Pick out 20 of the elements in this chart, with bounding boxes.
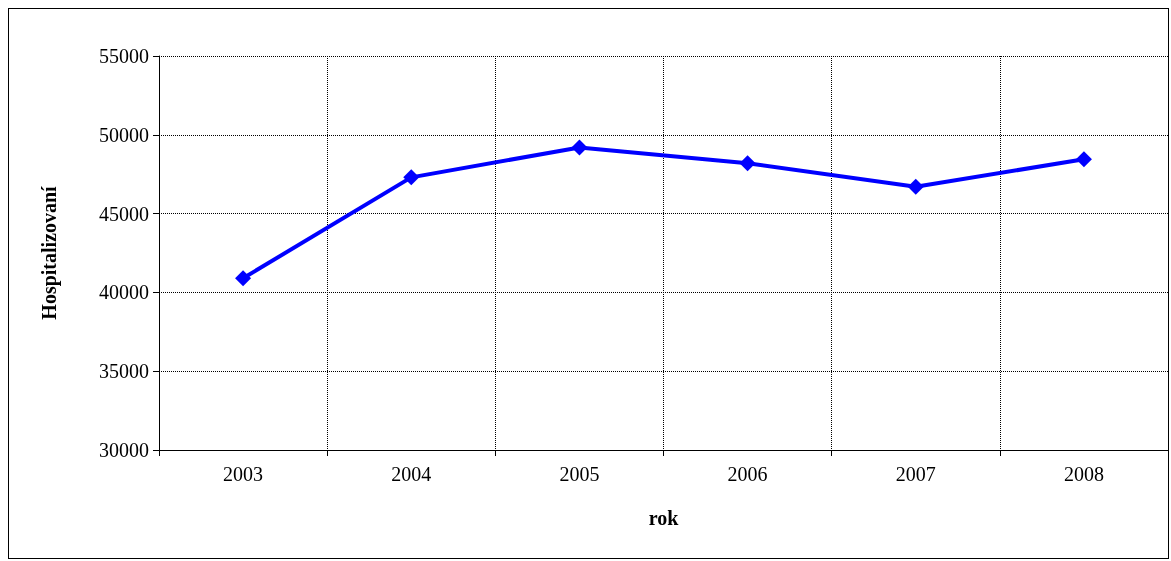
point — [739, 155, 756, 172]
point — [907, 178, 924, 195]
x-tick-label: 2005 — [559, 463, 600, 485]
y-tick-label: 35000 — [99, 360, 149, 383]
x-tick-label: 2006 — [727, 463, 768, 485]
x-tick-label: 2003 — [223, 463, 264, 485]
y-axis-title: Hospitalizovaní — [38, 185, 61, 320]
y-tick-label: 45000 — [99, 202, 149, 225]
x-tick-label: 2004 — [391, 463, 432, 485]
y-tick-label: 30000 — [99, 439, 149, 461]
y-tick-label: 55000 — [99, 45, 149, 67]
x-tick-label: 2007 — [895, 463, 936, 485]
point — [571, 139, 588, 156]
point — [1075, 151, 1092, 168]
y-tick-label: 40000 — [99, 281, 149, 304]
point — [403, 169, 420, 186]
x-axis-title: rok — [648, 507, 680, 529]
x-tick-label: 2008 — [1063, 463, 1104, 485]
y-tick-label: 50000 — [99, 123, 149, 146]
point — [235, 270, 252, 287]
